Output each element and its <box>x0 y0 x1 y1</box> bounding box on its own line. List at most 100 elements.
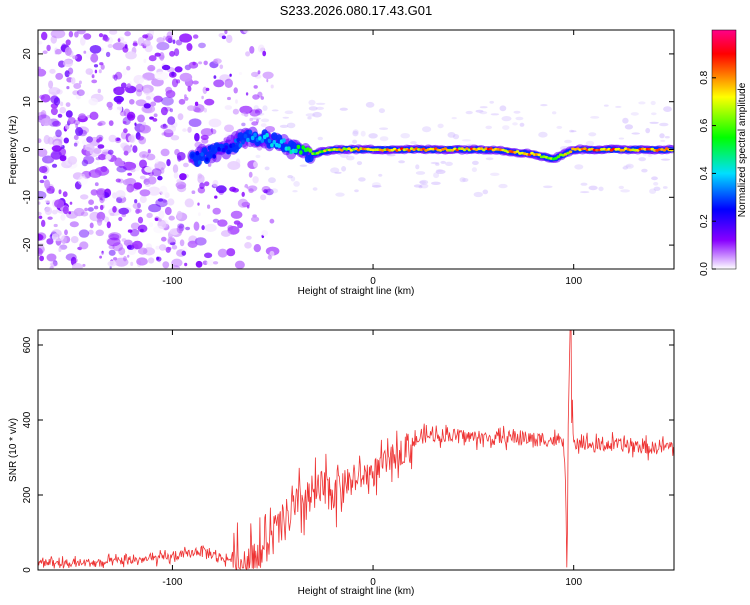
noise-blob <box>49 68 56 74</box>
faint-scatter <box>379 127 389 130</box>
faint-scatter <box>479 111 488 115</box>
ridge-cell <box>231 142 236 148</box>
noise-blob <box>224 105 232 110</box>
faint-scatter <box>379 136 389 142</box>
faint-scatter <box>502 125 510 130</box>
noise-blob <box>148 222 154 228</box>
noise-blob <box>89 222 94 229</box>
faint-scatter <box>262 105 268 111</box>
noise-blob <box>143 87 151 95</box>
noise-blob <box>116 165 127 173</box>
faint-scatter <box>360 130 366 137</box>
noise-blob <box>38 190 47 200</box>
noise-blob <box>110 232 115 237</box>
noise-blob <box>184 94 187 99</box>
ridge-cell <box>527 153 532 157</box>
faint-scatter <box>431 181 441 185</box>
noise-blob <box>169 241 176 246</box>
noise-blob <box>233 87 238 94</box>
noise-blob <box>95 157 101 161</box>
noise-blob <box>149 116 155 120</box>
noise-blob <box>51 163 58 168</box>
faint-scatter <box>334 171 342 174</box>
faint-scatter <box>251 117 261 120</box>
snr-panel: -100 0 100 0 200 400 600 Height of straight l… <box>8 329 675 597</box>
faint-scatter <box>588 185 598 191</box>
faint-scatter <box>615 105 622 108</box>
colorbar-tick-label: 0.4 <box>699 166 710 180</box>
faint-scatter <box>400 133 411 139</box>
faint-scatter <box>286 122 296 129</box>
noise-blob <box>72 172 84 180</box>
noise-blob <box>161 96 174 106</box>
faint-scatter <box>663 106 672 112</box>
snr-y-axis-title: SNR (10 * v/v) <box>8 418 19 482</box>
noise-blob <box>176 225 184 234</box>
faint-scatter <box>358 177 366 182</box>
noise-blob <box>89 136 100 147</box>
faint-scatter <box>660 139 666 142</box>
faint-scatter <box>649 188 657 194</box>
noise-blob <box>169 228 180 236</box>
faint-scatter <box>307 116 312 120</box>
ridge-cell <box>308 148 313 153</box>
faint-scatter <box>622 166 629 170</box>
noise-blob <box>86 92 89 96</box>
noise-blob <box>62 191 68 198</box>
noise-blob <box>146 153 156 161</box>
noise-blob <box>229 73 232 77</box>
noise-blob <box>65 102 71 107</box>
noise-blob <box>179 33 193 43</box>
noise-blob <box>69 221 79 228</box>
faint-scatter <box>290 176 296 182</box>
noise-blob <box>88 98 99 106</box>
snr-y-tick-label: 200 <box>22 486 33 503</box>
colorbar-label: Normalized spectral amplitude <box>737 82 748 217</box>
ridge-cell <box>250 135 255 141</box>
faint-scatter <box>430 161 440 165</box>
ridge-cell <box>267 138 272 143</box>
ridge-cell <box>287 146 291 151</box>
noise-blob <box>197 173 203 179</box>
faint-scatter <box>475 109 484 113</box>
noise-blob <box>154 52 161 57</box>
faint-scatter <box>255 154 261 159</box>
noise-blob <box>102 34 107 39</box>
noise-blob <box>249 46 255 54</box>
noise-blob <box>89 111 99 121</box>
noise-blob <box>237 198 249 208</box>
ridge-cell <box>205 157 209 162</box>
noise-blob <box>58 247 62 252</box>
noise-blob <box>53 223 58 228</box>
faint-scatter <box>352 130 359 137</box>
noise-blob <box>213 58 222 64</box>
noise-blob <box>44 199 51 204</box>
noise-blob <box>195 260 203 268</box>
faint-scatter <box>282 116 290 119</box>
noise-blob <box>243 30 250 34</box>
noise-blob <box>75 127 84 136</box>
noise-blob <box>151 168 162 177</box>
faint-scatter <box>622 117 629 124</box>
noise-blob <box>260 194 267 201</box>
noise-blob <box>38 215 43 219</box>
noise-blob <box>224 78 233 89</box>
snr-frame <box>37 329 675 571</box>
noise-blob <box>262 71 274 80</box>
faint-scatter <box>620 189 630 193</box>
noise-blob <box>234 260 245 269</box>
noise-blob <box>65 39 71 46</box>
faint-scatter <box>489 100 495 104</box>
noise-blob <box>267 254 272 260</box>
noise-blob <box>87 207 94 212</box>
noise-blob <box>163 246 166 250</box>
ridge-cell <box>197 160 202 165</box>
noise-blob <box>262 50 267 57</box>
noise-blob <box>119 110 127 117</box>
faint-scatter <box>308 99 316 106</box>
noise-blob <box>50 263 54 267</box>
noise-blob <box>147 64 156 72</box>
noise-blob <box>247 185 258 192</box>
noise-blob <box>142 72 156 81</box>
